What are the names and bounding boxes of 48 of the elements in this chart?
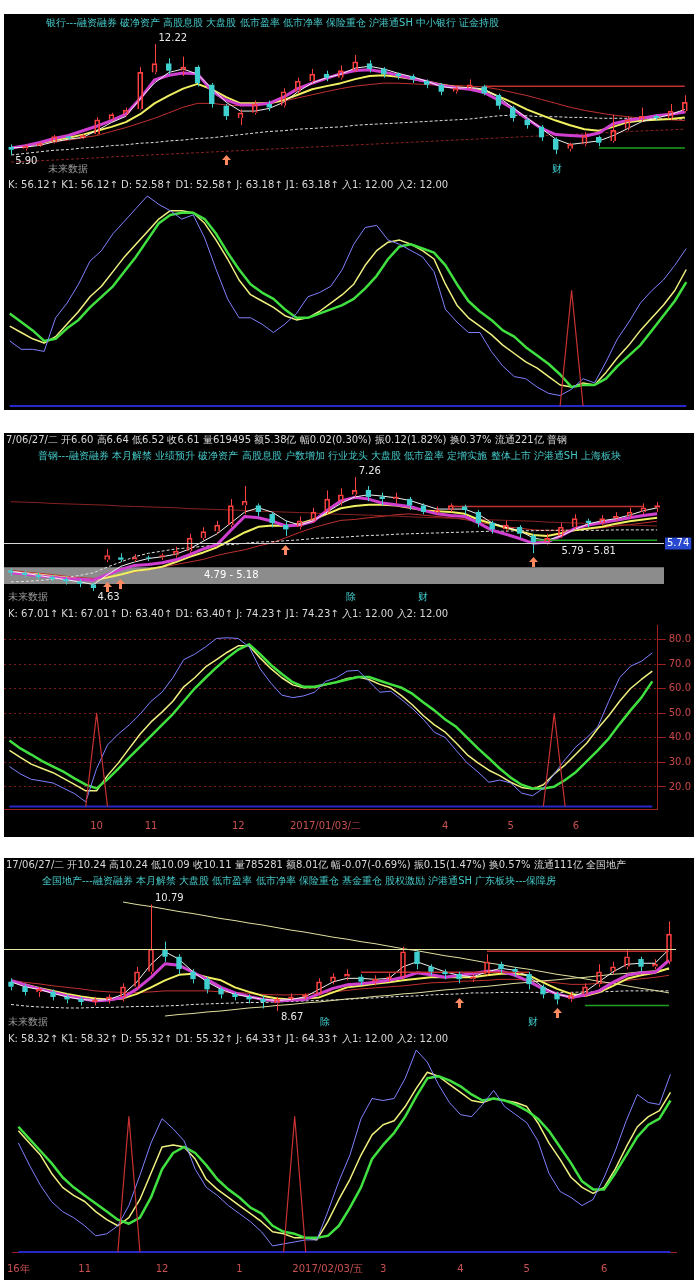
chart-title: K: 58.32↑ K1: 58.32↑ D: 55.32↑ D1: 55.32↑ J: 64.33↑ J1: 64.33↑ 入1: 12.00 入2: 12.00 bbox=[8, 1033, 449, 1045]
x-tick-label: 4 bbox=[442, 819, 449, 831]
chart-title: K: 56.12↑ K1: 56.12↑ D: 52.58↑ D1: 52.58↑ J: 63.18↑ J1: 63.18↑ 入1: 12.00 入2: 12.00 bbox=[8, 179, 449, 191]
y-tick-label: 30.0 bbox=[668, 755, 691, 767]
annotation: 财 bbox=[418, 590, 428, 602]
annotation: 8.67 bbox=[281, 1010, 304, 1022]
chart-title: 银行---融资融券 破净资产 高股息股 大盘股 低市盈率 低市净率 保险重仓 沪港通SH 中小银行 证金持股 bbox=[46, 17, 500, 29]
text: 财 bbox=[552, 162, 562, 174]
x-tick-label: 11 bbox=[78, 1262, 92, 1274]
x-tick-label: 6 bbox=[572, 819, 580, 831]
x-tick-label: 3 bbox=[379, 1262, 387, 1274]
x-tick-label: 5 bbox=[523, 1262, 530, 1274]
text: 12.22 bbox=[158, 31, 188, 43]
annotation: 除 bbox=[346, 590, 356, 602]
y-tick-label: 20.0 bbox=[668, 780, 691, 792]
text: 7.26 bbox=[358, 464, 381, 476]
chart-subtitle: 7/06/27/二 开6.60 高6.64 低6.52 收6.61 量619495 额5.38亿 幅0.02(0.30%) 振0.12(1.82%) 换0.37% 流通221亿 普钢 bbox=[6, 434, 567, 446]
text: 10.79 bbox=[155, 892, 184, 904]
text: 除 bbox=[320, 1015, 330, 1027]
chart-subtitle: 17/06/27/二 开10.24 高10.24 低10.09 收10.11 量785281 额8.01亿 幅-0.07(-0.69%) 振0.15(1.47%) 换0.57% 流通111亿 全国地产 bbox=[6, 859, 626, 871]
annotation: 5.79 - 5.81 bbox=[561, 544, 616, 556]
text: 未来数据 bbox=[48, 162, 88, 174]
y-tick-label: 40.0 bbox=[668, 731, 691, 743]
x-tick-label: 5 bbox=[507, 819, 514, 831]
x-tick-label: 10 bbox=[90, 819, 103, 831]
x-tick-label: 6 bbox=[600, 1262, 608, 1274]
y-tick-label: 60.0 bbox=[668, 682, 691, 694]
y-tick-label: 70.0 bbox=[668, 657, 691, 669]
chart-title: 普钢---融资融券 本月解禁 业绩预升 破净资产 高股息股 户数增加 行业龙头 大盘股 低市盈率 定增实施 整体上市 沪港通SH 上海板块 bbox=[38, 450, 621, 462]
chart-title: K: 67.01↑ K1: 67.01↑ D: 63.40↑ D1: 63.40↑ J: 74.23↑ J1: 74.23↑ 入1: 12.00 入2: 12.00 bbox=[8, 608, 449, 620]
x-tick-label: 12 bbox=[155, 1262, 169, 1274]
x-tick-label: 2017/02/03/五 bbox=[292, 1262, 364, 1274]
y-tick-label: 50.0 bbox=[668, 706, 691, 718]
annotation: 5.90 bbox=[15, 154, 38, 166]
x-tick-label: 2017/01/03/二 bbox=[289, 819, 361, 831]
x-tick-label: 12 bbox=[231, 819, 245, 831]
text: 财 bbox=[528, 1015, 538, 1027]
x-tick-label: 1 bbox=[236, 1262, 243, 1274]
chart-title: 全国地产---融资融券 本月解禁 大盘股 低市盈率 低市净率 保险重仓 基金重仓 股权激励 沪港通SH 广东板块---保障房 bbox=[42, 875, 557, 887]
annotation: 4.63 bbox=[97, 590, 120, 602]
annotation: 未来数据 bbox=[8, 590, 48, 602]
x-tick-label: 4 bbox=[457, 1262, 464, 1274]
x-tick-label: 16年 bbox=[7, 1262, 30, 1274]
ref-line-label: 5.74 bbox=[667, 537, 690, 549]
x-tick-label: 11 bbox=[144, 819, 158, 831]
band-label: 4.79 - 5.18 bbox=[204, 569, 259, 581]
y-tick-label: 80.0 bbox=[668, 633, 691, 645]
text: 未来数据 bbox=[8, 1015, 48, 1027]
